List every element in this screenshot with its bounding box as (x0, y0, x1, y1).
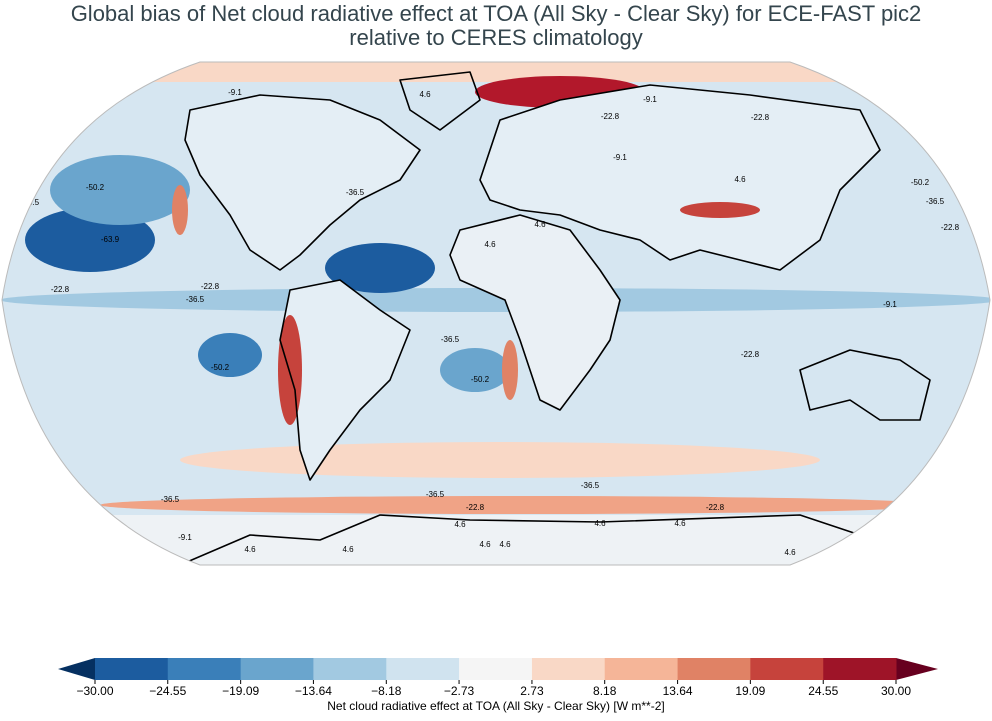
contour-label: -22.8 (706, 503, 725, 512)
coastline (184, 94, 421, 271)
field-patch (100, 496, 940, 514)
land (280, 280, 410, 480)
map-frame (1, 61, 991, 566)
contour-label: -22.8 (941, 223, 960, 232)
contour-label: -9.1 (883, 300, 897, 309)
contour-label: 4.6 (734, 175, 746, 184)
colorbar-label: Net cloud radiative effect at TOA (All S… (327, 699, 664, 713)
colorbar-bin (313, 658, 387, 680)
coastline (399, 71, 481, 131)
contour-label: 4.6 (534, 220, 546, 229)
contour-label: -9.1 (228, 88, 242, 97)
colorbar-extend (896, 658, 938, 680)
colorbar-bin (459, 658, 533, 680)
colorbar-tick-label: −30.00 (76, 684, 113, 698)
field-patch (172, 185, 188, 235)
colorbar-tick-label: −19.09 (222, 684, 259, 698)
contour-label: 4.6 (784, 548, 796, 557)
contour-label: -9.1 (643, 95, 657, 104)
field-patch (2, 288, 990, 312)
contour-label: -22.8 (51, 285, 70, 294)
field-patch (440, 348, 510, 392)
contour-label: -50.2 (471, 375, 490, 384)
contour-label: -22.8 (466, 503, 485, 512)
colorbar-tick-label: 13.64 (663, 684, 693, 698)
colorbar-bin (750, 658, 824, 680)
colorbar-bin (167, 658, 242, 680)
field-patch (325, 243, 435, 293)
contour-label: 4.6 (479, 540, 491, 549)
land (480, 85, 880, 270)
colorbar-bin (823, 658, 897, 680)
contour-label: -50.2 (211, 363, 230, 372)
colorbar-tick-label: −13.64 (295, 684, 332, 698)
contour-label: -22.8 (601, 112, 620, 121)
coastline (179, 514, 990, 565)
map: -9.1 4.6-22.8 -22.8-50.2-36.5-63.9-36.5-22… (2, 62, 990, 565)
colorbar-bin (240, 658, 314, 680)
contour-label: 4.6 (244, 545, 256, 554)
colorbar-bin (677, 658, 751, 680)
colorbar-tick-label: 2.73 (520, 684, 544, 698)
colorbar-tick-label: 19.09 (735, 684, 765, 698)
title-line: relative to CERES climatology (349, 25, 642, 50)
contour-label: -36.5 (426, 490, 445, 499)
contour-label: -36.5 (926, 197, 945, 206)
coastline (449, 214, 621, 411)
field-patch (502, 340, 518, 400)
contour-label: 4.6 (484, 240, 496, 249)
land (450, 215, 620, 410)
colorbar-extend (58, 658, 95, 680)
contour-label: 4.6 (499, 540, 511, 549)
contour-label: -50.2 (911, 178, 930, 187)
title-line: Global bias of Net cloud radiative effec… (71, 1, 922, 26)
contour-label: 4.6 (594, 519, 606, 528)
coastline (799, 349, 931, 421)
contour-label: -36.5 (441, 335, 460, 344)
contour-label: -50.2 (86, 183, 105, 192)
contour-label: -36.5 (346, 188, 365, 197)
field-patch (198, 333, 262, 377)
colorbar-tick-label: −2.73 (444, 684, 475, 698)
coastline (479, 84, 881, 271)
colorbar-bin (604, 658, 679, 680)
colorbar-tick-label: 8.18 (593, 684, 617, 698)
contour-label: -22.8 (741, 350, 760, 359)
field-patch (2, 515, 990, 565)
contour-label: -22.8 (201, 282, 220, 291)
field-patch (180, 442, 820, 478)
land (185, 95, 420, 270)
field-patch (680, 202, 760, 218)
contour-label: -9.1 (613, 153, 627, 162)
contour-label: -36.5 (581, 481, 600, 490)
coastline (279, 279, 411, 481)
colorbar-tick-label: −24.55 (149, 684, 186, 698)
field-patch (50, 155, 190, 225)
colorbar: −30.00 −24.55 −19.09 −13.64 −8.18 −2.73 2.73 8.… (58, 658, 938, 698)
colorbar-tick-label: −8.18 (371, 684, 402, 698)
colorbar-tick-label: 24.55 (808, 684, 838, 698)
contour-label: -36.5 (186, 295, 205, 304)
contour-label: -63.9 (101, 235, 120, 244)
contour-label: 4.6 (454, 520, 466, 529)
field-patch (2, 62, 990, 82)
contour-label: 4.6 (342, 545, 354, 554)
contour-label: 4.6 (674, 519, 686, 528)
colorbar-bin (95, 658, 169, 680)
colorbar-bin (386, 658, 460, 680)
contour-label: -36.5 (161, 495, 180, 504)
contour-label: -9.1 (178, 533, 192, 542)
contour-label: -22.8 (751, 113, 770, 122)
colorbar-bin (531, 658, 606, 680)
colorbar-tick-label: 30.00 (881, 684, 911, 698)
contour-label: 4.6 (419, 90, 431, 99)
contour-labels: -9.1 4.6-22.8 -22.8-50.2-36.5-63.9-36.5-22… (21, 88, 960, 557)
